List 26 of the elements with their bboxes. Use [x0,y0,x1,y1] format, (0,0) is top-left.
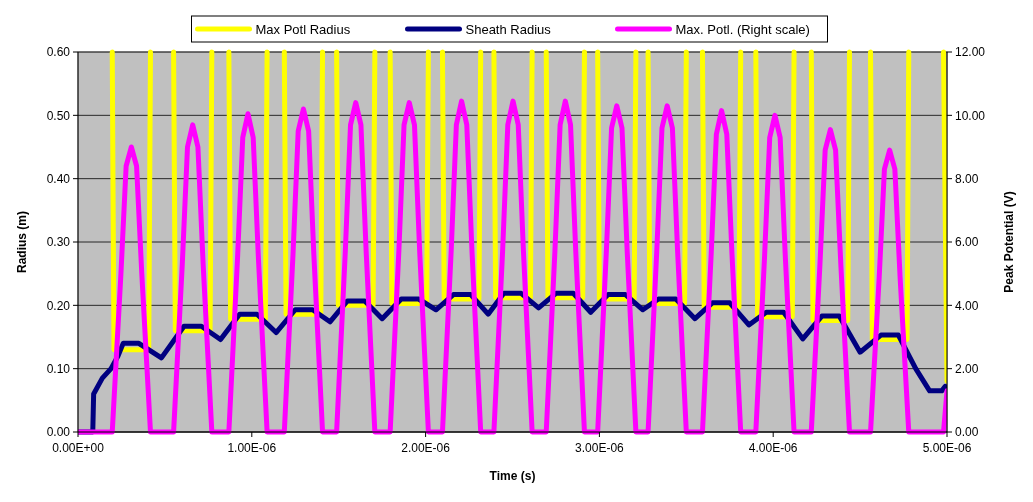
x-tick-label: 0.00E+00 [52,441,105,455]
y2-tick-label: 8.00 [955,171,979,186]
y2-tick-label: 10.00 [955,108,986,123]
x-tick-label: 2.00E-06 [401,441,451,455]
x-axis-title: Time (s) [489,469,536,483]
legend-label: Max Potl Radius [255,21,351,37]
x-tick-label: 1.00E-06 [227,441,277,455]
y-tick-label: 0.20 [46,298,71,313]
y-axis-title: Radius (m) [15,210,29,274]
y-tick-label: 0.30 [46,235,71,250]
y2-axis-title: Peak Potential (V) [1002,191,1016,293]
y2-tick-label: 12.00 [955,45,986,60]
legend-label: Max. Potl. (Right scale) [675,21,810,37]
x-tick-label: 5.00E-06 [922,441,972,455]
y2-tick-label: 6.00 [955,235,979,250]
y-tick-label: 0.00 [46,425,71,440]
y-tick-label: 0.40 [46,171,71,186]
y2-tick-label: 4.00 [955,298,979,313]
x-tick-label: 3.00E-06 [575,441,625,455]
y-tick-label: 0.50 [46,108,71,123]
y2-tick-label: 0.00 [955,425,979,440]
y-tick-label: 0.10 [46,361,71,376]
y-tick-label: 0.60 [46,45,71,60]
legend-label: Sheath Radius [465,21,552,37]
x-tick-label: 4.00E-06 [748,441,798,455]
y2-tick-label: 2.00 [955,361,979,376]
